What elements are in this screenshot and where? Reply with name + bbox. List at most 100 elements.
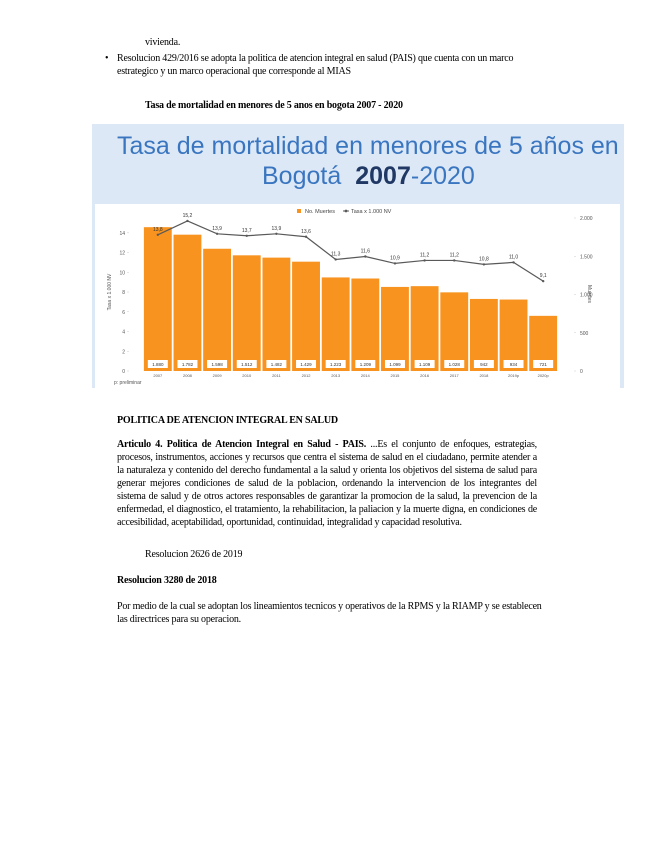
value-label-box bbox=[533, 360, 554, 368]
bar bbox=[292, 261, 320, 371]
y2-tick-label: 2.000 bbox=[580, 216, 593, 222]
point-label: 11,6 bbox=[361, 248, 371, 254]
value-label: 1.782 bbox=[182, 362, 194, 367]
value-label: 721 bbox=[539, 362, 547, 367]
value-label-box bbox=[384, 360, 405, 368]
y-tick-label: 0 bbox=[122, 369, 125, 375]
value-label: 1.880 bbox=[152, 362, 164, 367]
line-point bbox=[245, 234, 248, 237]
line-point bbox=[393, 262, 397, 265]
value-label-box bbox=[355, 360, 376, 368]
point-label: 10,9 bbox=[390, 255, 400, 261]
x-tick-label: 2018 bbox=[479, 373, 489, 378]
value-label-box bbox=[503, 360, 524, 368]
point-label: 11,3 bbox=[331, 251, 341, 257]
legend-label: Tasa x 1.000 NV bbox=[351, 209, 392, 215]
y-tick-label: 8 bbox=[122, 290, 125, 296]
chart-title: Bogotá 2007-2020 bbox=[262, 162, 475, 190]
heading: POLITICA DE ATENCION INTEGRAL EN SALUD bbox=[117, 415, 338, 426]
line-point bbox=[334, 258, 337, 261]
x-tick-label: 2012 bbox=[302, 373, 312, 378]
line-point bbox=[275, 232, 278, 235]
value-label-box bbox=[177, 360, 198, 368]
y-tick-label: 14 bbox=[119, 231, 125, 237]
x-tick-label: 2011 bbox=[272, 373, 281, 378]
x-tick-label: 2016 bbox=[420, 373, 430, 378]
y-tick-label: 4 bbox=[122, 330, 125, 336]
article-body: ...Es el conjunto de enfoques, estrategi… bbox=[117, 439, 537, 528]
y-axis-label: Tasa x 1.000 NV bbox=[107, 273, 113, 310]
x-tick-label: 2010 bbox=[242, 373, 252, 378]
line-point bbox=[186, 219, 189, 223]
value-label-box bbox=[236, 360, 257, 368]
article-title: Articulo 4. Politica de Atencion Integra… bbox=[117, 439, 367, 450]
value-label: 934 bbox=[510, 362, 518, 367]
paragraph: Articulo 4. Politica de Atencion Integra… bbox=[117, 438, 537, 529]
line-point bbox=[482, 263, 486, 266]
value-label: 1.482 bbox=[271, 362, 283, 367]
title-year: 2007 bbox=[355, 162, 411, 190]
point-label: 9,1 bbox=[540, 273, 547, 279]
bar bbox=[410, 286, 439, 371]
x-tick-label: 2009 bbox=[213, 373, 223, 378]
paragraph: Por medio de la cual se adoptan los line… bbox=[117, 601, 542, 625]
bar bbox=[351, 278, 380, 371]
value-label: 942 bbox=[480, 362, 488, 367]
line-point bbox=[512, 261, 515, 264]
value-label: 1.109 bbox=[419, 362, 431, 367]
legend-label: No. Muertes bbox=[305, 209, 335, 215]
line-point bbox=[541, 279, 545, 283]
bar bbox=[203, 248, 232, 371]
y2-tick-label: 1.500 bbox=[580, 254, 593, 260]
bar bbox=[143, 227, 172, 371]
chart: Tasa de mortalidad en menores de 5 años … bbox=[92, 124, 624, 388]
value-label-box bbox=[473, 360, 494, 368]
y2-axis-label: Muertes bbox=[586, 285, 592, 304]
bar bbox=[232, 255, 261, 371]
y-tick-label: 6 bbox=[122, 310, 125, 316]
legend-swatch bbox=[297, 209, 301, 213]
title-place: Bogotá bbox=[262, 162, 341, 190]
value-label-box bbox=[207, 360, 228, 368]
point-label: 15,2 bbox=[183, 213, 193, 219]
line-point bbox=[304, 235, 308, 238]
value-label: 1.099 bbox=[389, 362, 401, 367]
point-label: 11,0 bbox=[509, 254, 519, 260]
bullet-text: Resolucion 429/2016 se adopta la politic… bbox=[117, 53, 514, 77]
line-point bbox=[364, 255, 367, 258]
value-label-box bbox=[147, 360, 168, 368]
value-label: 1.209 bbox=[360, 362, 372, 367]
title-year-end: -2020 bbox=[411, 162, 475, 190]
x-tick-label: 2020p bbox=[538, 373, 550, 378]
point-label: 11,2 bbox=[420, 252, 430, 258]
line-point bbox=[156, 233, 160, 236]
bar bbox=[173, 234, 202, 371]
bar bbox=[381, 286, 409, 371]
point-label: 13,7 bbox=[242, 228, 252, 234]
point-label: 11,2 bbox=[450, 252, 460, 258]
bar bbox=[262, 257, 291, 371]
point-label: 10,8 bbox=[479, 256, 489, 262]
value-label: 1.598 bbox=[211, 362, 223, 367]
value-label-box bbox=[444, 360, 465, 368]
y-tick-label: 12 bbox=[119, 251, 125, 257]
text: vivienda. bbox=[145, 37, 181, 48]
x-tick-label: 2014 bbox=[361, 373, 371, 378]
x-tick-label: 2007 bbox=[153, 373, 163, 378]
x-tick-label: 2019p bbox=[508, 373, 520, 378]
y2-tick-label: 1.000 bbox=[580, 293, 593, 299]
subheading: Resolucion 3280 de 2018 bbox=[117, 575, 217, 586]
point-label: 13,6 bbox=[301, 229, 311, 235]
value-label-box bbox=[414, 360, 435, 368]
line-point bbox=[423, 259, 426, 262]
value-label: 1.028 bbox=[449, 362, 461, 367]
value-label-box bbox=[266, 360, 287, 368]
bar bbox=[499, 299, 528, 371]
value-label: 1.429 bbox=[300, 362, 312, 367]
point-label: 13,9 bbox=[212, 226, 222, 232]
legend-dot bbox=[344, 209, 348, 213]
point-label: 13,8 bbox=[153, 227, 163, 233]
chart-title: Tasa de mortalidad en menores de 5 años … bbox=[117, 132, 619, 160]
y2-tick-label: 0 bbox=[580, 369, 583, 375]
